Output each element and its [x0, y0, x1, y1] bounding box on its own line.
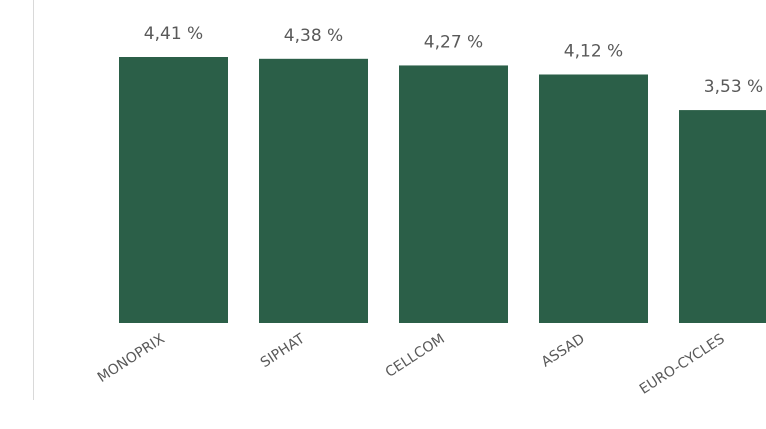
data-label: 3,53 %: [704, 77, 763, 97]
bar: [679, 110, 766, 323]
x-tick-label: ASSAD: [539, 331, 588, 371]
x-tick-label: SIPHAT: [258, 331, 308, 371]
data-label: 4,38 %: [284, 26, 343, 46]
bar: [539, 74, 648, 323]
bar: [259, 58, 368, 324]
data-label: 4,41 %: [144, 24, 203, 44]
x-tick-label: EURO-CYCLES: [637, 331, 728, 398]
bar: [399, 65, 508, 323]
data-label: 4,27 %: [424, 32, 483, 52]
bar: [119, 57, 228, 323]
x-tick-label: CELLCOM: [383, 331, 448, 381]
x-tick-label: MONOPRIX: [95, 331, 168, 386]
data-label: 4,12 %: [564, 41, 623, 61]
